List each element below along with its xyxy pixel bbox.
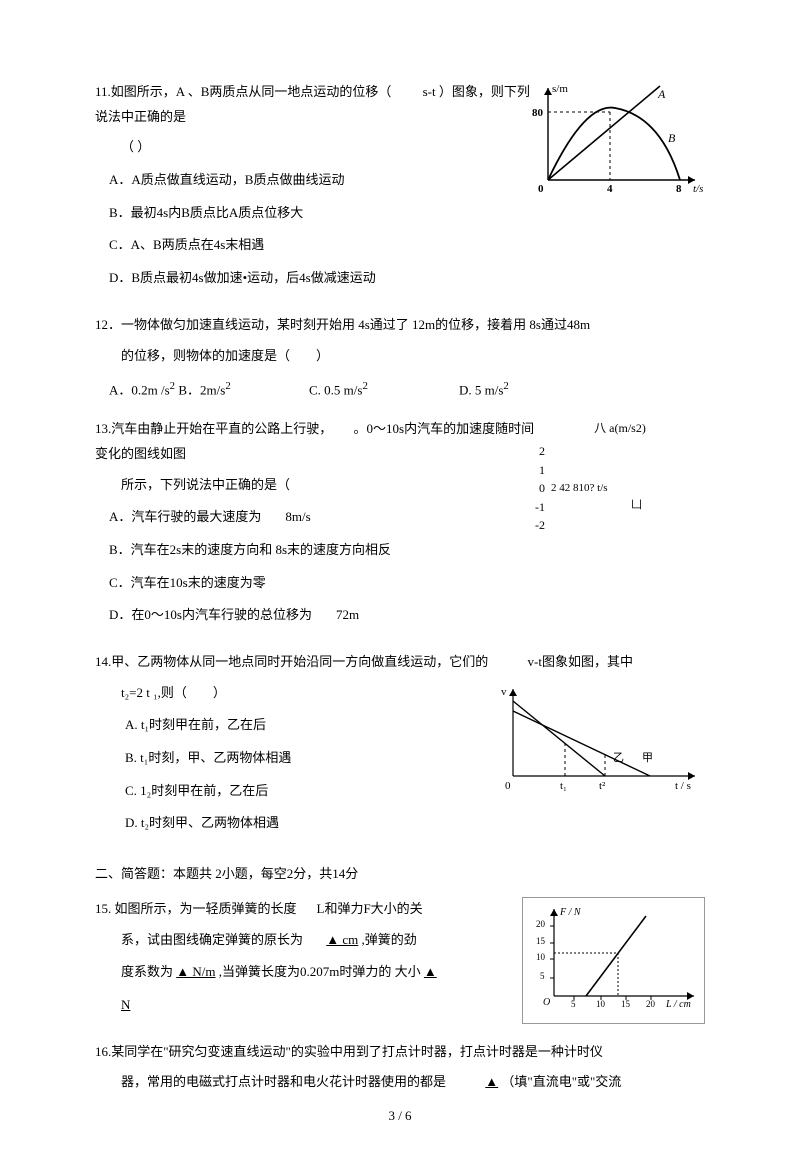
q12-opt-d: D. 5 m/s2 [459,376,509,403]
q15-line4: N [95,993,522,1018]
svg-text:t/s: t/s [693,183,703,195]
svg-text:t₁: t₁ [560,780,567,792]
q14-opt-c: C. 1₂时刻甲在前，乙在后 [125,779,495,804]
svg-text:t²: t² [599,780,606,792]
svg-text:F / N: F / N [559,907,582,918]
q11-graph: s/m 80 0 4 8 t/s A B [530,80,705,204]
q14-opt-a: A. t₁时刻甲在前，乙在后 [125,713,495,738]
q15-line2: 系，试由图线确定弹簧的原长为 ▲ cm ,弹簧的劲 [95,928,522,953]
svg-text:A: A [657,87,666,101]
svg-text:15: 15 [536,936,546,946]
q15-graph: F / N 20 15 10 5 O 5 10 15 20 L / cm [522,897,705,1024]
q14-stem: 14.甲、乙两物体从同一地点同时开始沿同一方向做直线运动，它们的 v-t图象如图… [95,650,705,675]
svg-text:4: 4 [607,183,613,195]
question-13: 13.汽车由静止开始在平直的公路上行驶， 。0～10s内汽车的加速度随时间变化的… [95,417,705,636]
q12-opt-c: C. 0.5 m/s2 [309,376,459,403]
svg-text:t / s: t / s [675,780,691,792]
question-12: 12．一物体做匀加速直线运动，某时刻开始用 4s通过了 12m的位移，接着用 8… [95,313,705,403]
svg-text:O: O [543,997,550,1008]
svg-text:20: 20 [646,999,656,1009]
q11-opt-a: A．A质点做直线运动，B质点做曲线运动 [109,168,530,193]
question-11: 11.如图所示，A 、B两质点从同一地点运动的位移（ s-t ）图象，则下列说法… [95,80,705,299]
question-15: 15. 如图所示，为一轻质弹簧的长度L和弹力F大小的关 系，试由图线确定弹簧的原… [95,897,705,1026]
svg-text:8: 8 [676,183,682,195]
svg-text:5: 5 [540,971,545,981]
q16-line1: 16.某同学在"研究匀变速直线运动"的实验中用到了打点计时器，打点计时器是一种计… [95,1040,705,1065]
svg-text:L / cm: L / cm [665,999,691,1010]
svg-text:0: 0 [538,183,544,195]
svg-text:15: 15 [621,999,631,1009]
q13-axis-label: 八 a(m/s2) [535,417,705,440]
svg-text:乙: 乙 [613,751,624,764]
q13-opt-c: C．汽车在10s末的速度为零 [109,571,535,596]
q14-options: A. t₁时刻甲在前，乙在后 B. t₁时刻，甲、乙两物体相遇 C. 1₂时刻甲… [95,713,495,836]
q13-graph: 八 a(m/s2) 2 1 0 -1 -2 2 42 810? t/s 凵 [535,417,705,535]
svg-text:甲: 甲 [642,752,653,764]
q14-graph: v 0 t₁ t² t / s 甲 乙 [495,681,705,805]
svg-text:5: 5 [571,999,576,1009]
q13-stem: 13.汽车由静止开始在平直的公路上行驶， 。0～10s内汽车的加速度随时间变化的… [95,417,535,466]
q12-stem-a: 12．一物体做匀加速直线运动，某时刻开始用 4s通过了 12m的位移，接着用 8… [95,313,705,338]
q11-stem: 11.如图所示，A 、B两质点从同一地点运动的位移（ s-t ）图象，则下列说法… [95,80,530,129]
q12-opt-ab: A．0.2m /s2 B．2m/s2 [109,376,309,403]
q11-options: A．A质点做直线运动，B质点做曲线运动 B．最初4s内B质点比A质点位移大 C．… [95,168,530,291]
svg-text:10: 10 [596,999,606,1009]
q15-line3: 度系数为 ▲ N/m ,当弹簧长度为0.207m时弹力的 大小 ▲ [95,960,522,985]
q11-stem-a: 11.如图所示，A 、B两质点从同一地点运动的位移（ [95,84,391,99]
svg-text:B: B [668,131,676,145]
question-16: 16.某同学在"研究匀变速直线运动"的实验中用到了打点计时器，打点计时器是一种计… [95,1040,705,1095]
svg-text:0: 0 [505,780,511,792]
svg-text:20: 20 [536,919,546,929]
q14-opt-d: D. t₂时刻甲、乙两物体相遇 [125,811,495,836]
section-2-title: 二、简答题：本题共 2小题，每空2分，共14分 [95,862,705,887]
q11-opt-b: B．最初4s内B质点比A质点位移大 [109,201,530,226]
q16-line2: 器，常用的电磁式打点计时器和电火花计时器使用的都是 ▲ （填"直流电"或"交流 [95,1070,705,1095]
question-14: 14.甲、乙两物体从同一地点同时开始沿同一方向做直线运动，它们的 v-t图象如图… [95,650,705,844]
q12-options: A．0.2m /s2 B．2m/s2 C. 0.5 m/s2 D. 5 m/s2 [95,376,705,403]
q13-opt-d: D．在0～10s内汽车行驶的总位移为72m [109,603,535,628]
q11-stem-c: （ ） [95,135,530,160]
svg-text:s/m: s/m [552,83,568,95]
q13-options: A．汽车行驶的最大速度为8m/s B．汽车在2s末的速度方向和 8s末的速度方向… [95,505,535,628]
q15-line1: 15. 如图所示，为一轻质弹簧的长度L和弹力F大小的关 [95,897,522,922]
q13-opt-a: A．汽车行驶的最大速度为8m/s [109,505,535,530]
q12-stem-b: 的位移，则物体的加速度是（ ） [95,344,705,369]
q14-stem-c: t₂=2 t ₁,则（ ） [95,681,495,706]
svg-text:80: 80 [532,107,544,119]
svg-text:10: 10 [536,952,546,962]
q11-opt-d: D．B质点最初4s做加速•运动，后4s做减速运动 [109,266,530,291]
q13-opt-b: B．汽车在2s末的速度方向和 8s末的速度方向相反 [109,538,535,563]
q11-opt-c: C．A、B两质点在4s末相遇 [109,233,530,258]
svg-text:v: v [501,686,507,698]
q14-opt-b: B. t₁时刻，甲、乙两物体相遇 [125,746,495,771]
page-number: 3 / 6 [0,1104,800,1129]
q13-stem-c: 所示，下列说法中正确的是（ [95,473,535,498]
